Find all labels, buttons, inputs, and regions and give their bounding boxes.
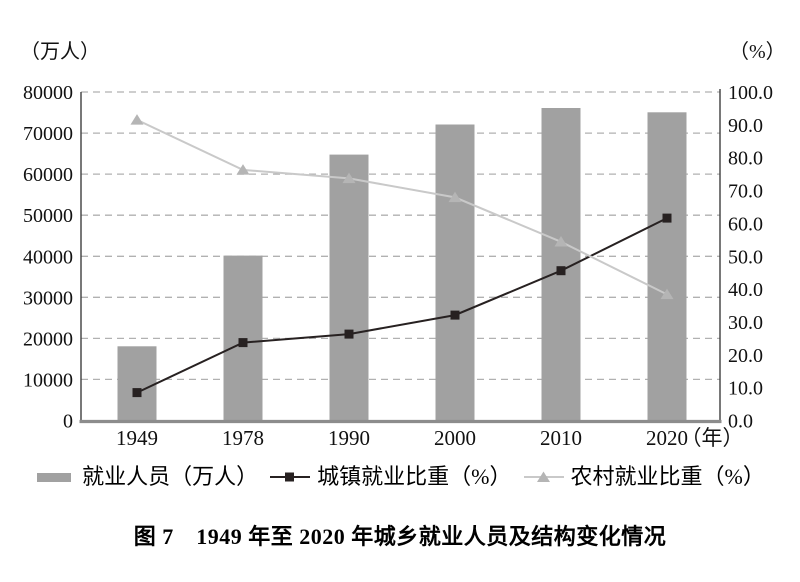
bar-series xyxy=(117,108,687,421)
left-tick-30000: 30000 xyxy=(23,287,73,309)
triangle-line-legend-marker-icon xyxy=(523,471,564,482)
rural-share-marker-2010 xyxy=(554,236,568,247)
legend-label: 农村就业比重（%） xyxy=(570,464,765,489)
axes xyxy=(79,89,722,424)
x-axis-unit-label: （年） xyxy=(681,426,744,450)
x-tick-2000: 2000 xyxy=(434,426,476,450)
combo-chart: 0 10000 20000 30000 40000 50000 60000 70000 8000… xyxy=(20,40,786,450)
bar-legend-marker-icon xyxy=(37,473,72,482)
legend-label: 城镇就业比重（%） xyxy=(317,464,512,489)
left-tick-50000: 50000 xyxy=(23,205,73,227)
left-axis-unit-label: （万人） xyxy=(20,40,100,63)
right-tick-80.0: 80.0 xyxy=(728,148,763,170)
left-tick-60000: 60000 xyxy=(23,164,73,186)
right-tick-70.0: 70.0 xyxy=(728,181,763,203)
line-series xyxy=(136,118,668,394)
gridlines xyxy=(81,91,720,381)
right-tick-90.0: 90.0 xyxy=(728,115,763,137)
urban-share-marker-1990 xyxy=(344,329,354,339)
rural-share-line xyxy=(136,118,668,296)
right-axis-unit-label: （%） xyxy=(729,40,786,63)
legend-item-1: 城镇就业比重（%） xyxy=(270,462,512,492)
square-line-legend-marker-icon xyxy=(270,472,311,482)
x-tick-1949: 1949 xyxy=(116,426,158,450)
urban-share-marker-1949 xyxy=(132,388,142,398)
rural-share-marker-1978 xyxy=(236,164,250,175)
left-tick-10000: 10000 xyxy=(23,369,73,391)
right-tick-50.0: 50.0 xyxy=(728,246,763,268)
right-tick-30.0: 30.0 xyxy=(728,312,763,334)
left-tick-80000: 80000 xyxy=(23,82,73,104)
bar-1978 xyxy=(223,255,263,421)
right-tick-10.0: 10.0 xyxy=(728,378,763,400)
urban-share-marker-1978 xyxy=(238,338,248,348)
x-tick-2010: 2010 xyxy=(540,426,582,450)
series-markers xyxy=(130,114,674,398)
figure-caption: 图 7 1949 年至 2020 年城乡就业人员及结构变化情况 xyxy=(133,524,667,549)
right-tick-40.0: 40.0 xyxy=(728,279,763,301)
urban-share-marker-2010 xyxy=(556,266,566,276)
left-tick-0: 0 xyxy=(63,411,73,433)
chart-legend: 就业人员（万人） 城镇就业比重（%） 农村就业比重（%） xyxy=(0,462,800,492)
bar-2000 xyxy=(435,124,475,421)
left-tick-70000: 70000 xyxy=(23,123,73,145)
left-tick-40000: 40000 xyxy=(23,246,73,268)
left-tick-20000: 20000 xyxy=(23,328,73,350)
urban-share-marker-2000 xyxy=(450,310,460,320)
rural-share-marker-2000 xyxy=(448,191,462,203)
rural-share-marker-1990 xyxy=(342,172,356,184)
x-tick-2020: 2020 xyxy=(646,426,688,450)
tick-labels: 0 10000 20000 30000 40000 50000 60000 70000 8000… xyxy=(23,82,773,450)
rural-share-marker-2020 xyxy=(660,288,674,300)
legend-label: 就业人员（万人） xyxy=(82,464,259,489)
right-tick-0.0: 0.0 xyxy=(728,411,753,433)
right-tick-100.0: 100.0 xyxy=(728,82,773,104)
urban-share-line xyxy=(136,217,668,394)
x-tick-1978: 1978 xyxy=(222,426,264,450)
x-tick-1990: 1990 xyxy=(328,426,370,450)
right-tick-20.0: 20.0 xyxy=(728,345,763,367)
legend-item-2: 农村就业比重（%） xyxy=(523,462,765,492)
bar-2020 xyxy=(647,112,687,421)
legend-item-0: 就业人员（万人） xyxy=(35,462,258,492)
urban-share-marker-2020 xyxy=(662,213,672,223)
right-tick-60.0: 60.0 xyxy=(728,213,763,235)
rural-share-marker-1949 xyxy=(130,114,144,125)
bar-1949 xyxy=(117,346,157,421)
bar-1990 xyxy=(329,154,369,421)
